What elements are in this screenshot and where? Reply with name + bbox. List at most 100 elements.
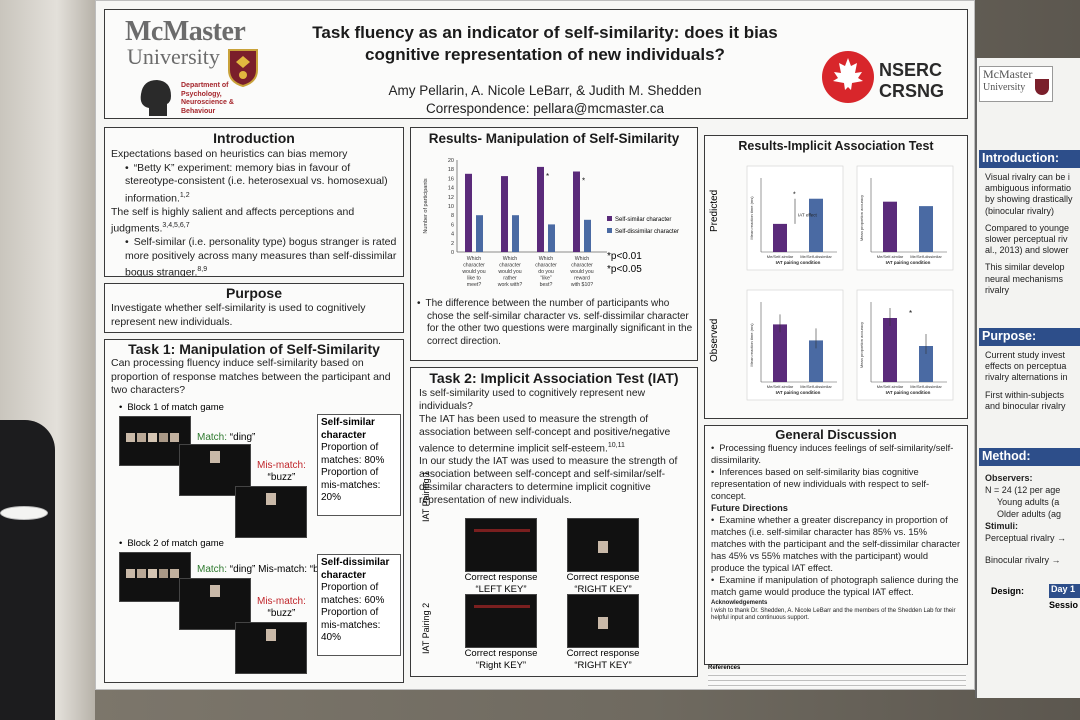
- task1-section: Task 1: Manipulation of Self-Similarity …: [104, 339, 404, 683]
- significance-star: *: [546, 172, 549, 181]
- significance-star: *: [793, 192, 796, 199]
- significance-notes: *p<0.01 *p<0.05: [607, 251, 642, 275]
- significance-star: *: [909, 309, 912, 318]
- x-tick-label: Me/Self-dissimilar: [910, 254, 942, 259]
- y-tick-label: 18: [448, 167, 454, 173]
- mcmaster-crest-icon: [228, 49, 258, 88]
- iat-screen-1: [465, 518, 537, 572]
- iat-screen-3: [465, 594, 537, 648]
- purpose-text: Investigate whether self-similarity is u…: [111, 302, 366, 328]
- iat-response-1: Correct response “LEFT KEY”: [464, 572, 538, 595]
- x-axis-label: IAT pairing condition: [776, 390, 821, 395]
- references-text-lines: [708, 673, 966, 687]
- predicted-label: Predicted: [709, 189, 720, 232]
- x-category-label: like to: [467, 276, 481, 282]
- references-heading: References: [708, 665, 741, 671]
- mcmaster-wordmark: McMaster: [125, 16, 246, 47]
- dissimilar-character-box: Self-dissimilar character Proportion of …: [317, 554, 401, 656]
- bar-self-dissimilar: [548, 224, 555, 252]
- y-axis-label: Mean proportion accuracy: [859, 195, 864, 241]
- iat-bar-self-dissimilar: [919, 206, 933, 252]
- block1-label: Block 1 of match game: [119, 402, 224, 414]
- department-label: Department of Psychology, Neuroscience &…: [181, 82, 234, 115]
- x-category-label: character: [463, 263, 485, 269]
- y-tick-label: 10: [448, 204, 454, 210]
- iat-response-2: Correct response “RIGHT KEY”: [566, 572, 640, 595]
- y-tick-label: 8: [451, 213, 454, 219]
- iat-response-3: Correct response “Right KEY”: [464, 648, 538, 671]
- authors: Amy Pellarin, A. Nicole LeBarr, & Judith…: [388, 83, 702, 98]
- iat-chart-panel: [856, 165, 954, 271]
- nserc-logo-text: NSERC CRSNG: [879, 60, 945, 101]
- adjacent-day1-label: Day 1: [1049, 584, 1080, 598]
- iat-screen-2: [567, 518, 639, 572]
- y-tick-label: 16: [448, 176, 454, 182]
- task2-section: Task 2: Implicit Association Test (IAT) …: [410, 367, 698, 677]
- x-category-label: character: [499, 263, 521, 269]
- iat-bar-self-similar: [773, 324, 787, 382]
- x-tick-label: Me/Self-similar: [877, 384, 904, 389]
- adjacent-purpose-text: Current study invest effects on perceptua…: [985, 350, 1068, 411]
- iat-bar-self-dissimilar: [919, 346, 933, 382]
- results-iat-heading: Results-Implicit Association Test: [738, 139, 934, 153]
- iat-results-charts: * IAT effect Me/Self-similar Me/Self-dissim…: [746, 165, 954, 401]
- x-category-label: best?: [540, 282, 553, 288]
- iat-effect-label: IAT effect: [798, 213, 818, 218]
- iat-chart-panel: [746, 289, 844, 401]
- match-game-screen-3: [235, 486, 307, 538]
- manipulation-bar-chart: 0 2 4 6 8 10 12 14 16 18 20 Number of participants W…: [423, 158, 607, 288]
- bar-self-dissimilar: [476, 215, 483, 252]
- block2-mismatch-label: Mis-match: “buzz”: [257, 596, 306, 619]
- adjacent-purpose-heading: Purpose:: [979, 328, 1080, 346]
- university-wordmark: University: [127, 44, 220, 69]
- y-tick-label: 0: [451, 250, 454, 256]
- adjacent-method-text: Observers: N = 24 (12 per age Young adul…: [985, 473, 1067, 565]
- y-tick-label: 12: [448, 195, 454, 201]
- adjacent-logo: McMaster University: [979, 66, 1053, 102]
- y-tick-label: 2: [451, 241, 454, 247]
- purpose-section: Purpose Investigate whether self-similar…: [104, 283, 404, 333]
- bar-self-dissimilar: [584, 219, 591, 252]
- x-category-label: would you: [462, 269, 485, 275]
- iat-bar-self-similar: [883, 201, 897, 252]
- main-poster: McMaster University Department of Psycho…: [95, 0, 975, 690]
- adjacent-crest-icon: [1035, 79, 1049, 95]
- match-label: Match: “ding”: [197, 432, 256, 443]
- acknowledgements-heading: Acknowledgements: [711, 600, 768, 606]
- match-game-screen-6: [235, 622, 307, 674]
- match-game-screen-5: [179, 578, 251, 630]
- task2-text: Is self-similarity used to cognitively r…: [419, 388, 678, 507]
- y-axis-label: Number of participants: [423, 178, 429, 234]
- manip-result-bullet: The difference between the number of par…: [417, 298, 693, 348]
- bar-self-similar: [501, 176, 508, 252]
- y-axis-label: Mean proportion accuracy: [859, 322, 864, 368]
- person-silhouette: [0, 420, 55, 720]
- future-bullet-2: Examine if manipulation of photograph sa…: [711, 574, 961, 598]
- x-category-label: Which: [539, 256, 554, 262]
- adjacent-method-heading: Method:: [979, 448, 1080, 466]
- task2-heading: Task 2: Implicit Association Test (IAT): [429, 370, 679, 386]
- x-tick-label: Me/Self-dissimilar: [910, 384, 942, 389]
- adjacent-design-label: Design:: [991, 586, 1025, 596]
- x-category-label: reward: [574, 276, 590, 282]
- iat-pairing-2-label: IAT Pairing 2: [421, 602, 431, 654]
- x-category-label: “like”: [540, 276, 552, 282]
- future-bullet-1: Examine whether a greater discrepancy in…: [711, 514, 961, 574]
- authors-block: Amy Pellarin, A. Nicole LeBarr, & Judith…: [295, 82, 795, 118]
- x-category-label: would you: [498, 269, 521, 275]
- bar-self-similar: [537, 166, 544, 252]
- x-category-label: Which: [503, 256, 518, 262]
- y-tick-label: 4: [451, 232, 454, 238]
- x-category-label: meet?: [467, 282, 482, 288]
- head-profile-icon: [140, 80, 171, 116]
- iat-bar-self-similar: [883, 318, 897, 382]
- x-tick-label: Me/Self-dissimilar: [800, 384, 832, 389]
- intro-bullet-1: “Betty K” experiment: memory bias in fav…: [125, 161, 388, 205]
- x-tick-label: Me/Self-dissimilar: [800, 254, 832, 259]
- y-tick-label: 20: [448, 158, 454, 164]
- introduction-heading: Introduction: [213, 130, 295, 146]
- purpose-heading: Purpose: [225, 285, 282, 301]
- iat-pairing-1-label: IAT Pairing 1: [421, 470, 431, 522]
- introduction-section: Introduction Expectations based on heuri…: [104, 127, 404, 277]
- iat-chart-panel: [856, 289, 954, 401]
